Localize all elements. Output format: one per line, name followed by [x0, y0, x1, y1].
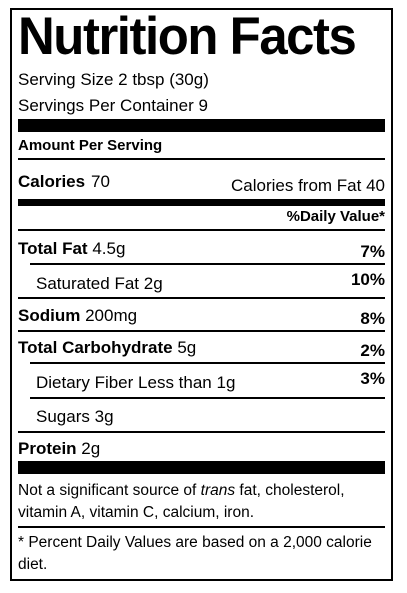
- nutrient-row-saturated-fat: Saturated Fat 2g: [36, 274, 163, 294]
- nutrition-facts-label: Nutrition Facts Serving Size 2 tbsp (30g…: [10, 7, 393, 581]
- divider: [18, 297, 385, 299]
- divider: [30, 397, 385, 399]
- divider: [18, 526, 385, 528]
- divider: [18, 158, 385, 160]
- nutrient-amount: 5g: [177, 338, 197, 357]
- divider: [18, 431, 385, 433]
- not-significant-note: Not a significant source of trans fat, c…: [18, 482, 345, 521]
- thick-divider: [18, 461, 385, 474]
- medium-divider: [18, 199, 385, 206]
- nutrient-amount: 2g: [81, 439, 101, 458]
- divider: [18, 229, 385, 231]
- nutrient-label: Total Carbohydrate: [18, 338, 173, 357]
- nutrient-label: Dietary Fiber: [36, 373, 134, 392]
- nutrient-row-protein: Protein 2g: [18, 439, 100, 459]
- nutrient-label: Protein: [18, 439, 77, 458]
- divider: [30, 362, 385, 364]
- nutrient-amount: 4.5g: [92, 239, 126, 258]
- nutrient-dv: 10%: [350, 270, 385, 289]
- calories-from-fat: Calories from Fat 40: [231, 176, 385, 195]
- divider: [18, 330, 385, 332]
- nutrient-dv: 2%: [360, 341, 385, 360]
- nutrient-label: Sodium: [18, 306, 81, 325]
- nutrient-row-sugars: Sugars 3g: [36, 407, 114, 427]
- nutrient-amount: 2g: [143, 274, 163, 293]
- nutrient-row-total-fat: Total Fat 4.5g: [18, 239, 125, 259]
- nutrient-amount: Less than 1g: [138, 373, 236, 392]
- thick-divider: [18, 119, 385, 132]
- nutrient-label: Total Fat: [18, 239, 88, 258]
- nutrient-dv: 8%: [360, 309, 385, 328]
- daily-value-header: %Daily Value*: [286, 208, 385, 225]
- nutrient-label: Saturated Fat: [36, 274, 140, 293]
- calories-label: Calories: [18, 172, 86, 191]
- nutrient-row-dietary-fiber: Dietary Fiber Less than 1g: [36, 373, 235, 393]
- nutrient-row-total-carbohydrate: Total Carbohydrate 5g: [18, 338, 196, 358]
- nutrient-label: Sugars: [36, 407, 90, 426]
- servings-per-container: Servings Per Container 9: [18, 96, 208, 115]
- label-title: Nutrition Facts: [18, 7, 357, 66]
- nutrient-row-sodium: Sodium 200mg: [18, 306, 137, 326]
- nutrient-dv: 3%: [360, 369, 385, 388]
- nutrient-dv: 7%: [360, 242, 385, 261]
- nutrient-amount: 200mg: [85, 306, 138, 325]
- footnote: * Percent Daily Values are based on a 2,…: [18, 534, 372, 573]
- divider: [30, 263, 385, 265]
- amount-per-serving: Amount Per Serving: [18, 137, 163, 154]
- calories-value: 70: [91, 172, 110, 191]
- nutrient-amount: 3g: [94, 407, 114, 426]
- serving-size: Serving Size 2 tbsp (30g): [18, 70, 209, 89]
